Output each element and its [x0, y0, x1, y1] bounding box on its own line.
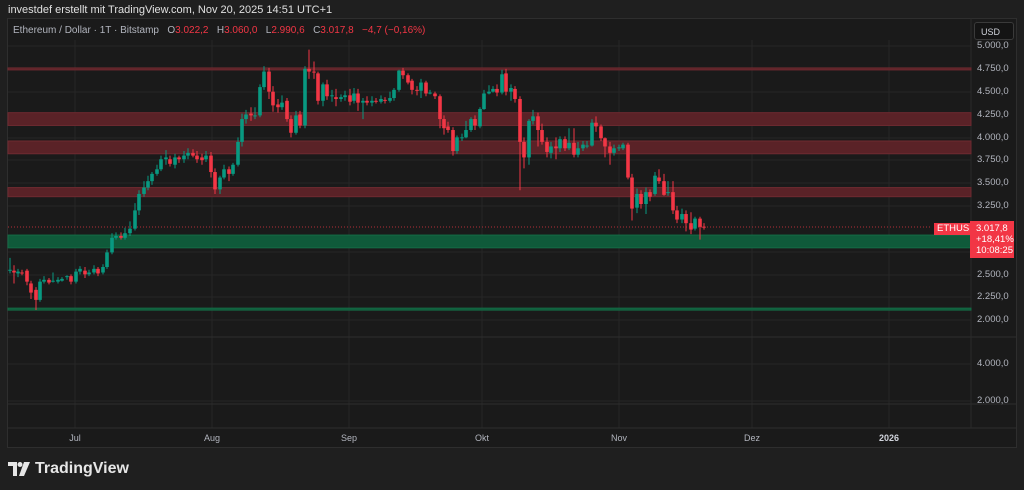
time-axis-label: 2026 — [878, 433, 900, 443]
open-value: 3.022,2 — [175, 25, 209, 36]
time-axis-label: Okt — [474, 433, 490, 443]
price-axis-label: 2.000,0 — [977, 314, 1009, 325]
time-axis-label: Dez — [743, 433, 761, 443]
low-label: L — [265, 25, 272, 36]
last-price-change: +18,41% — [976, 234, 1014, 245]
ohlc-legend: Ethereum / Dollar · 1T · Bitstamp O3.022… — [13, 25, 425, 36]
last-price-tag: 3.017,8 +18,41% 10:08:25 — [970, 221, 1014, 258]
brand-name: TradingView — [35, 460, 129, 477]
high-label: H — [216, 25, 225, 36]
close-label: C — [313, 25, 321, 36]
price-axis-label: 4.750,0 — [977, 63, 1009, 74]
price-axis-label: 5.000,0 — [977, 40, 1009, 51]
price-axis-label: 4.500,0 — [977, 86, 1009, 97]
change-value: −4,7 (−0,16%) — [362, 25, 426, 36]
price-axis-label: 3.750,0 — [977, 154, 1009, 165]
low-value: 2.990,6 — [271, 25, 305, 36]
price-axis-label: 4.000,0 — [977, 132, 1009, 143]
bar-countdown: 10:08:25 — [976, 245, 1013, 256]
price-axis-label: 3.500,0 — [977, 177, 1009, 188]
high-value: 3.060,0 — [224, 25, 258, 36]
currency-button[interactable]: USD — [974, 22, 1014, 40]
time-axis-label: Aug — [203, 433, 221, 443]
price-axis-label: 4.250,0 — [977, 109, 1009, 120]
last-price-value: 3.017,8 — [976, 223, 1008, 234]
close-value: 3.017,8 — [320, 25, 354, 36]
time-axis-label: Nov — [610, 433, 628, 443]
tradingview-logo-icon — [8, 462, 30, 476]
symbol-title[interactable]: Ethereum / Dollar · 1T · Bitstamp — [13, 25, 159, 36]
tradingview-logo[interactable]: TradingView — [8, 460, 129, 478]
price-axis-label: 2.250,0 — [977, 291, 1009, 302]
time-axis-label: Jul — [69, 433, 81, 443]
time-axis-label: Sep — [340, 433, 358, 443]
price-axis-label: 4.000,0 — [977, 358, 1009, 369]
price-axis-label: 2.000,0 — [977, 395, 1009, 406]
chart-frame — [7, 18, 1017, 448]
symbol-price-tag: ETHUSD — [934, 223, 980, 235]
price-axis-label: 2.500,0 — [977, 269, 1009, 280]
price-axis-label: 3.250,0 — [977, 200, 1009, 211]
chart-attribution: investdef erstellt mit TradingView.com, … — [8, 4, 333, 16]
open-label: O — [167, 25, 176, 36]
